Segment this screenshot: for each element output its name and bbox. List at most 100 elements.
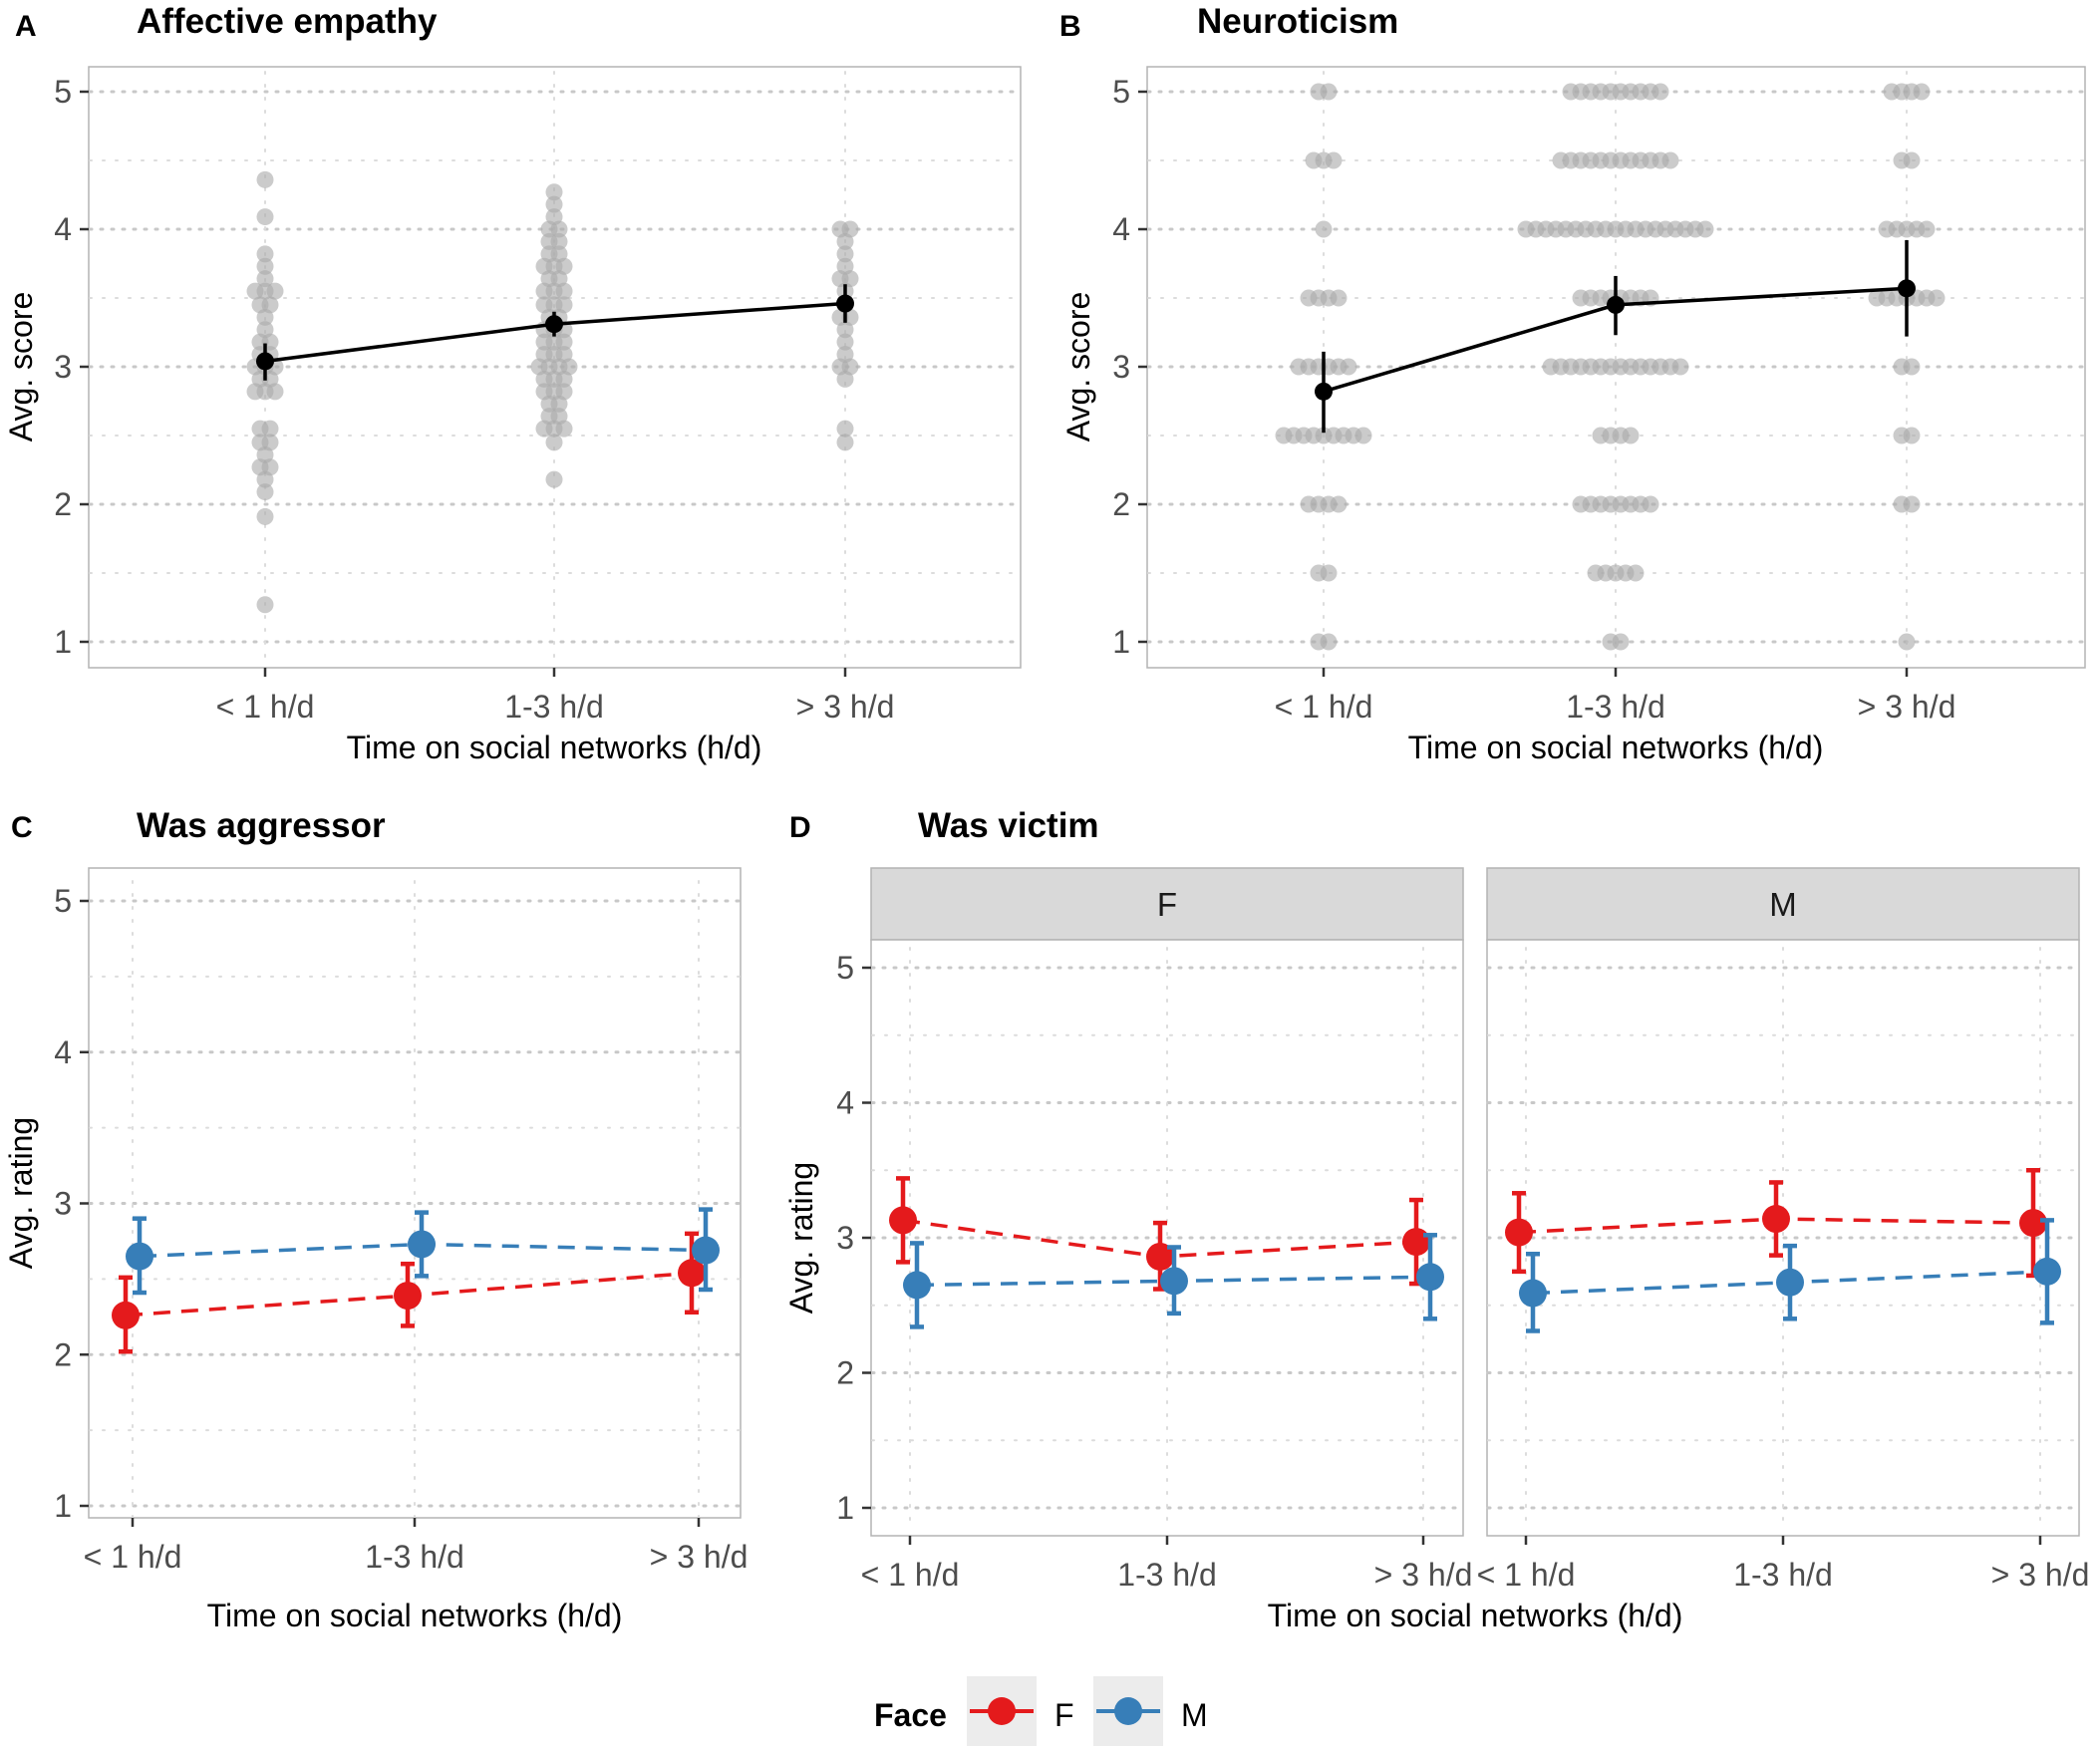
panel-b-data-point bbox=[1354, 427, 1372, 444]
panel-a-data-point bbox=[555, 346, 573, 364]
panel-a-data-point bbox=[555, 296, 573, 314]
panel-a-x-tick-label: > 3 h/d bbox=[796, 689, 895, 725]
panel-b-data-point bbox=[1325, 151, 1343, 169]
panel-c-point-f bbox=[678, 1259, 706, 1288]
panel-c-x-label: Time on social networks (h/d) bbox=[207, 1598, 623, 1633]
panel-a-data-point bbox=[545, 434, 563, 451]
panel-c-point-f bbox=[394, 1282, 422, 1311]
panel-c-y-axis: 1 2 3 4 5 bbox=[54, 883, 89, 1524]
panel-a-data-point bbox=[836, 245, 854, 263]
panel-b-data-point bbox=[1622, 427, 1640, 444]
panel-c-y-tick-label: 2 bbox=[54, 1336, 72, 1372]
panel-a-data-point bbox=[545, 195, 563, 213]
panel-b-data-point bbox=[1340, 358, 1357, 376]
panel-d-series bbox=[889, 1168, 2061, 1333]
legend-label-f: F bbox=[1054, 1697, 1074, 1733]
panel-b-data-point bbox=[1903, 427, 1921, 444]
panel-c-y-tick-label: 5 bbox=[54, 883, 72, 919]
panel-b-y-axis: 1 2 3 4 5 bbox=[1112, 74, 1147, 660]
panel-a-mean-point bbox=[545, 315, 563, 334]
panel-b-tag: B bbox=[1059, 10, 1081, 43]
panel-d-strip-m bbox=[1486, 867, 2080, 941]
panel-a-y-tick-label: 3 bbox=[54, 349, 72, 385]
panel-b-data-point bbox=[1903, 495, 1921, 513]
panel-a-title: Affective empathy bbox=[137, 2, 438, 41]
panel-a-data-point bbox=[256, 208, 274, 226]
panel-b-x-label: Time on social networks (h/d) bbox=[1408, 730, 1824, 765]
panel-b-data-point bbox=[1612, 633, 1630, 651]
panel-b-data-point bbox=[1903, 151, 1921, 169]
panel-c-x-tick-label: 1-3 h/d bbox=[365, 1539, 464, 1575]
panel-c-series bbox=[112, 1207, 720, 1354]
panel-a-x-tick-label: < 1 h/d bbox=[216, 689, 315, 725]
panel-d-strip-label-f: F bbox=[1157, 886, 1177, 923]
panel-c-x-tick-label: > 3 h/d bbox=[650, 1539, 749, 1575]
legend-key-dot-m bbox=[1114, 1697, 1142, 1725]
panel-d-facet-f-point-f bbox=[1146, 1242, 1174, 1271]
panel-b-y-tick-label: 5 bbox=[1112, 74, 1130, 110]
panel-a-data-point bbox=[256, 507, 274, 525]
panel-d-facet-m-point-m bbox=[1776, 1268, 1804, 1297]
panel-b-x-tick-label: 1-3 h/d bbox=[1566, 689, 1665, 725]
panel-a-data-point bbox=[836, 346, 854, 364]
panel-a-data-point bbox=[545, 470, 563, 488]
panel-d-grid bbox=[870, 947, 2080, 1529]
legend-key-dot-f bbox=[988, 1697, 1016, 1725]
panel-d-title: Was victim bbox=[918, 806, 1099, 845]
panel-a: A Affective empathy 1 2 3 4 5 < 1 h/d 1-3 h/d… bbox=[3, 2, 1022, 765]
panel-a-y-tick-label: 5 bbox=[54, 74, 72, 110]
panel-b-data-point bbox=[1651, 83, 1669, 101]
panel-a-means bbox=[256, 284, 854, 381]
panel-a-data-point bbox=[545, 208, 563, 226]
panel-b-data-point bbox=[1320, 633, 1338, 651]
panel-a-data-point bbox=[550, 408, 568, 426]
panel-b-mean-point bbox=[1315, 382, 1333, 401]
panel-b-y-tick-label: 1 bbox=[1112, 624, 1130, 660]
panel-a-data-point bbox=[836, 333, 854, 351]
panel-a-data-point bbox=[256, 321, 274, 339]
panel-c-grid bbox=[88, 880, 742, 1527]
panel-c-y-tick-label: 1 bbox=[54, 1488, 72, 1524]
panel-d-facet-f-x-tick-label: 1-3 h/d bbox=[1117, 1557, 1217, 1593]
panel-b-y-tick-label: 3 bbox=[1112, 349, 1130, 385]
panel-a-data-point bbox=[256, 596, 274, 614]
panel-c-y-tick-label: 4 bbox=[54, 1034, 72, 1070]
panel-b-data-point bbox=[1928, 289, 1946, 307]
panel-a-x-tick-label: 1-3 h/d bbox=[504, 689, 604, 725]
panel-d-facet-m-point-m bbox=[1519, 1279, 1547, 1308]
panel-c-title: Was aggressor bbox=[137, 806, 386, 845]
panel-a-data-point bbox=[256, 245, 274, 263]
panel-b-data-point bbox=[1696, 220, 1714, 238]
panel-b-data-point bbox=[1671, 358, 1689, 376]
panel-a-tag: A bbox=[15, 10, 37, 43]
panel-b-data-point bbox=[1642, 495, 1659, 513]
panel-c-x-axis: < 1 h/d 1-3 h/d > 3 h/d bbox=[84, 1518, 749, 1575]
panel-c: C Was aggressor 1 2 3 4 5 < 1 h/d 1-3 h/d > 3 … bbox=[3, 806, 748, 1633]
panel-d-facet-m-point-f bbox=[1762, 1205, 1790, 1234]
panel-a-data-point bbox=[836, 420, 854, 438]
panel-d-facet-f-x-tick-label: < 1 h/d bbox=[861, 1557, 960, 1593]
panel-a-data-point bbox=[555, 333, 573, 351]
panel-a-grid bbox=[88, 71, 1022, 663]
panel-b-title: Neuroticism bbox=[1197, 2, 1398, 41]
panel-d-x-label: Time on social networks (h/d) bbox=[1268, 1598, 1683, 1633]
panel-b-data-point bbox=[1330, 495, 1348, 513]
panel-c-point-m bbox=[126, 1242, 153, 1271]
panel-d-facet-f-point-m bbox=[1416, 1263, 1444, 1292]
panel-a-x-label: Time on social networks (h/d) bbox=[347, 730, 762, 765]
panel-b-y-tick-label: 4 bbox=[1112, 211, 1130, 247]
panel-a-data-point bbox=[555, 383, 573, 401]
legend: Face F M bbox=[874, 1676, 1208, 1746]
panel-b-data-point bbox=[1315, 220, 1333, 238]
panel-a-data-point bbox=[550, 245, 568, 263]
panel-a-y-tick-label: 1 bbox=[54, 624, 72, 660]
panel-b-y-tick-label: 2 bbox=[1112, 486, 1130, 522]
panel-b-x-tick-label: > 3 h/d bbox=[1858, 689, 1956, 725]
legend-label-m: M bbox=[1181, 1697, 1208, 1733]
panel-d-y-label: Avg. rating bbox=[783, 1162, 819, 1314]
panel-a-data-point bbox=[256, 483, 274, 501]
panel-a-y-label: Avg. score bbox=[3, 292, 39, 442]
panel-d-facet-m-point-m bbox=[2033, 1257, 2061, 1286]
panel-a-data-point bbox=[266, 282, 284, 300]
